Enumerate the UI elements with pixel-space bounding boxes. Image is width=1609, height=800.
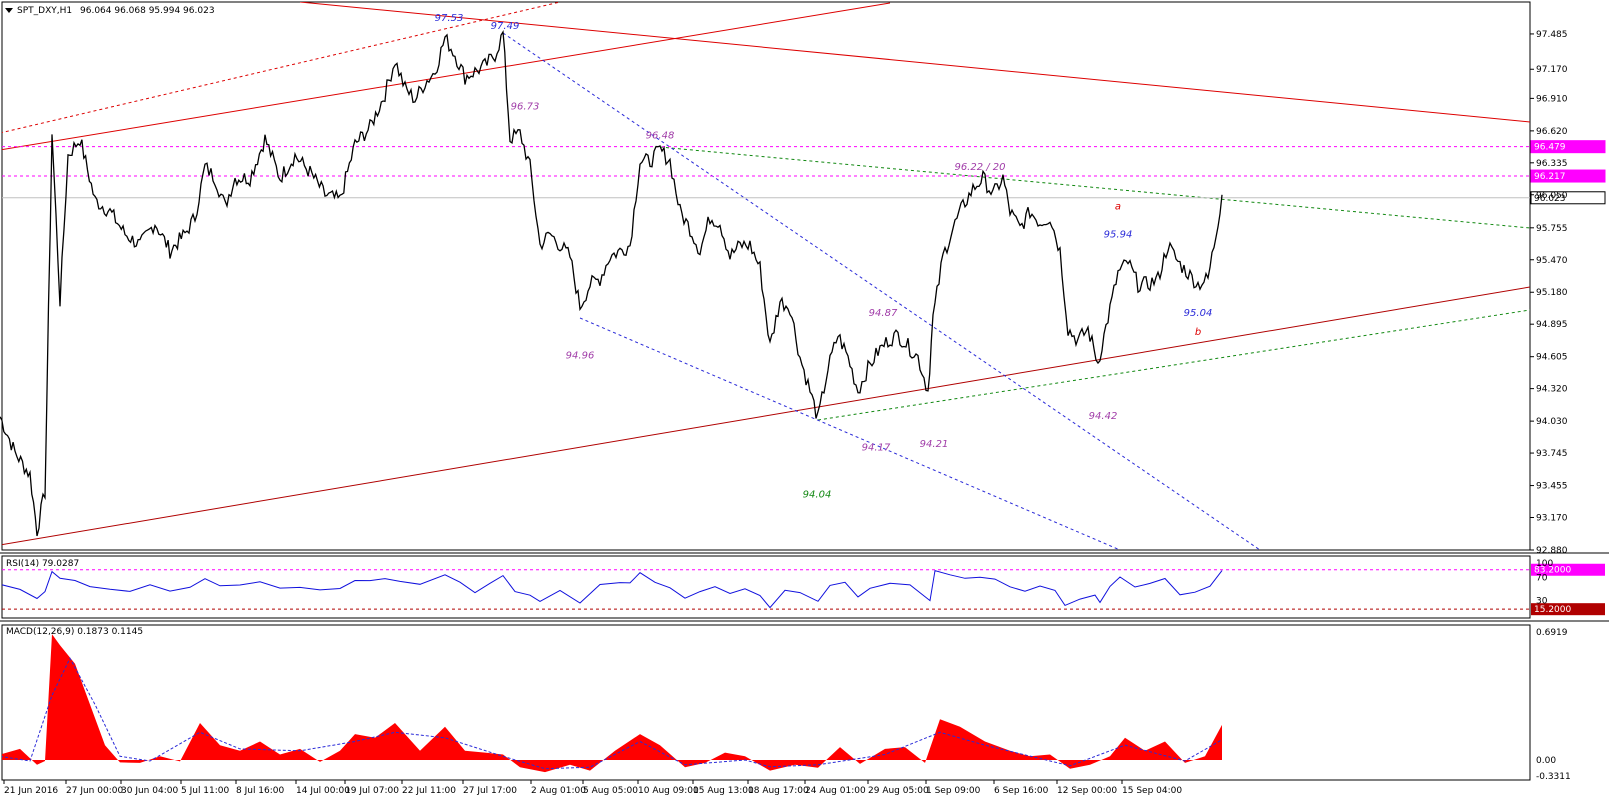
y-tick-label: 97.485 — [1536, 30, 1568, 40]
x-tick-label: 15 Sep 04:00 — [1122, 786, 1182, 796]
x-tick-label: 12 Sep 00:00 — [1057, 786, 1117, 796]
y-tick-label: 93.745 — [1536, 449, 1568, 459]
y-tick-label: 96.050 — [1536, 191, 1568, 201]
y-tick-label: 93.455 — [1536, 482, 1568, 492]
chart-annotation: 94.21 — [920, 439, 949, 450]
y-tick-label: 95.470 — [1536, 256, 1568, 266]
chart-annotation: 97.49 — [491, 21, 520, 32]
price-level-tag — [1530, 140, 1606, 154]
price-series-line — [0, 30, 1223, 537]
chart-annotation: 94.17 — [862, 442, 891, 453]
channel-blue-upper — [502, 32, 1261, 550]
trendline-red-dashed — [2, 2, 561, 134]
price-drawings — [2, 2, 1530, 550]
y-tick-label: 94.320 — [1536, 385, 1568, 395]
y-tick-label: 97.170 — [1536, 65, 1568, 75]
macd-histogram — [2, 634, 1222, 773]
chart-annotation: 94.42 — [1089, 411, 1118, 422]
chart-annotation: 94.96 — [566, 350, 595, 361]
rsi-tick-label: 70 — [1536, 573, 1548, 583]
price-level-tag-label: 96.023 — [1534, 194, 1566, 204]
y-tick-label: 96.335 — [1536, 159, 1568, 169]
macd-label: MACD(12,26,9) 0.1873 0.1145 — [6, 627, 143, 637]
macd-tick-label: -0.3311 — [1536, 772, 1571, 782]
chart-annotation: 95.94 — [1104, 229, 1133, 240]
y-tick-label: 94.030 — [1536, 417, 1568, 427]
trendline-upper-red — [299, 2, 1530, 123]
price-level-tag — [1530, 169, 1606, 183]
x-tick-label: 27 Jul 17:00 — [463, 786, 517, 796]
chart-annotation: a — [1115, 201, 1121, 212]
y-tick-label: 94.605 — [1536, 353, 1568, 363]
chart-annotation: 96.48 — [646, 131, 675, 142]
x-tick-label: 18 Aug 17:00 — [748, 786, 809, 796]
rsi-label: RSI(14) 79.0287 — [6, 559, 79, 569]
symbol-label: SPT_DXY,H1 — [17, 6, 72, 16]
y-tick-label: 96.620 — [1536, 127, 1568, 137]
price-level-tag — [1530, 191, 1606, 205]
x-tick-label: 10 Aug 09:00 — [638, 786, 699, 796]
x-tick-label: 21 Jun 2016 — [4, 786, 58, 796]
rsi-tick-label: 30 — [1536, 597, 1548, 607]
rsi-level-tag — [1531, 603, 1605, 616]
channel-blue-lower — [579, 317, 1121, 550]
trendline-green-upper — [659, 146, 1530, 229]
x-tick-label: 1 Sep 09:00 — [926, 786, 981, 796]
x-tick-label: 15 Aug 13:00 — [693, 786, 754, 796]
price-level-tag-label: 96.479 — [1534, 143, 1566, 153]
chart-annotation: 94.87 — [869, 308, 898, 319]
macd-pane — [2, 634, 1223, 773]
y-tick-label: 96.910 — [1536, 94, 1568, 104]
x-tick-label: 5 Jul 11:00 — [181, 786, 230, 796]
y-tick-label: 93.170 — [1536, 514, 1568, 524]
macd-signal-line — [2, 657, 1223, 770]
x-tick-label: 19 Jul 07:00 — [345, 786, 399, 796]
pane-frame-macd — [1, 624, 1531, 781]
trendline-rising-red — [2, 2, 891, 151]
pane-frame-price — [1, 1, 1531, 551]
x-tick-label: 14 Jul 00:00 — [296, 786, 350, 796]
x-tick-label: 22 Jul 11:00 — [402, 786, 456, 796]
chart-annotation: 95.04 — [1184, 308, 1213, 319]
x-tick-label: 30 Jun 04:00 — [121, 786, 178, 796]
trendline-green-lower — [817, 309, 1530, 421]
x-tick-label: 6 Sep 16:00 — [994, 786, 1049, 796]
x-tick-label: 27 Jun 00:00 — [66, 786, 123, 796]
x-tick-label: 2 Aug 01:00 — [531, 786, 586, 796]
chart-annotation: 97.53 — [435, 13, 464, 24]
rsi-pane — [2, 569, 1530, 610]
macd-tick-label: 0.6919 — [1536, 628, 1568, 638]
macd-tick-label: 0.00 — [1536, 756, 1556, 766]
y-tick-label: 92.880 — [1536, 546, 1568, 556]
x-tick-label: 24 Aug 01:00 — [805, 786, 866, 796]
x-tick-label: 29 Aug 05:00 — [868, 786, 929, 796]
ohlc-readout: 96.064 96.068 95.994 96.023 — [80, 6, 215, 16]
y-tick-label: 95.755 — [1536, 224, 1568, 234]
chart-annotation: 94.04 — [803, 489, 832, 500]
chart-annotation: 96.73 — [511, 102, 540, 113]
rsi-level-tag-label: 15.2000 — [1534, 605, 1571, 615]
rsi-tick-label: 100 — [1536, 559, 1553, 569]
price-level-tag-label: 96.217 — [1534, 172, 1566, 182]
y-tick-label: 94.895 — [1536, 320, 1568, 330]
rsi-level-tag — [1531, 563, 1605, 576]
symbol-dropdown-icon[interactable] — [5, 8, 13, 13]
rsi-level-tag-label: 83.2000 — [1534, 566, 1571, 576]
y-tick-label: 95.180 — [1536, 288, 1568, 298]
x-tick-label: 5 Aug 05:00 — [583, 786, 638, 796]
chart-annotation: b — [1195, 327, 1201, 338]
chart-annotation: 96.22 / 20 — [954, 162, 1005, 173]
rsi-series-line — [2, 569, 1223, 609]
pane-frame-rsi — [1, 555, 1531, 619]
x-tick-label: 8 Jul 16:00 — [236, 786, 285, 796]
trendline-support-red — [2, 286, 1530, 546]
